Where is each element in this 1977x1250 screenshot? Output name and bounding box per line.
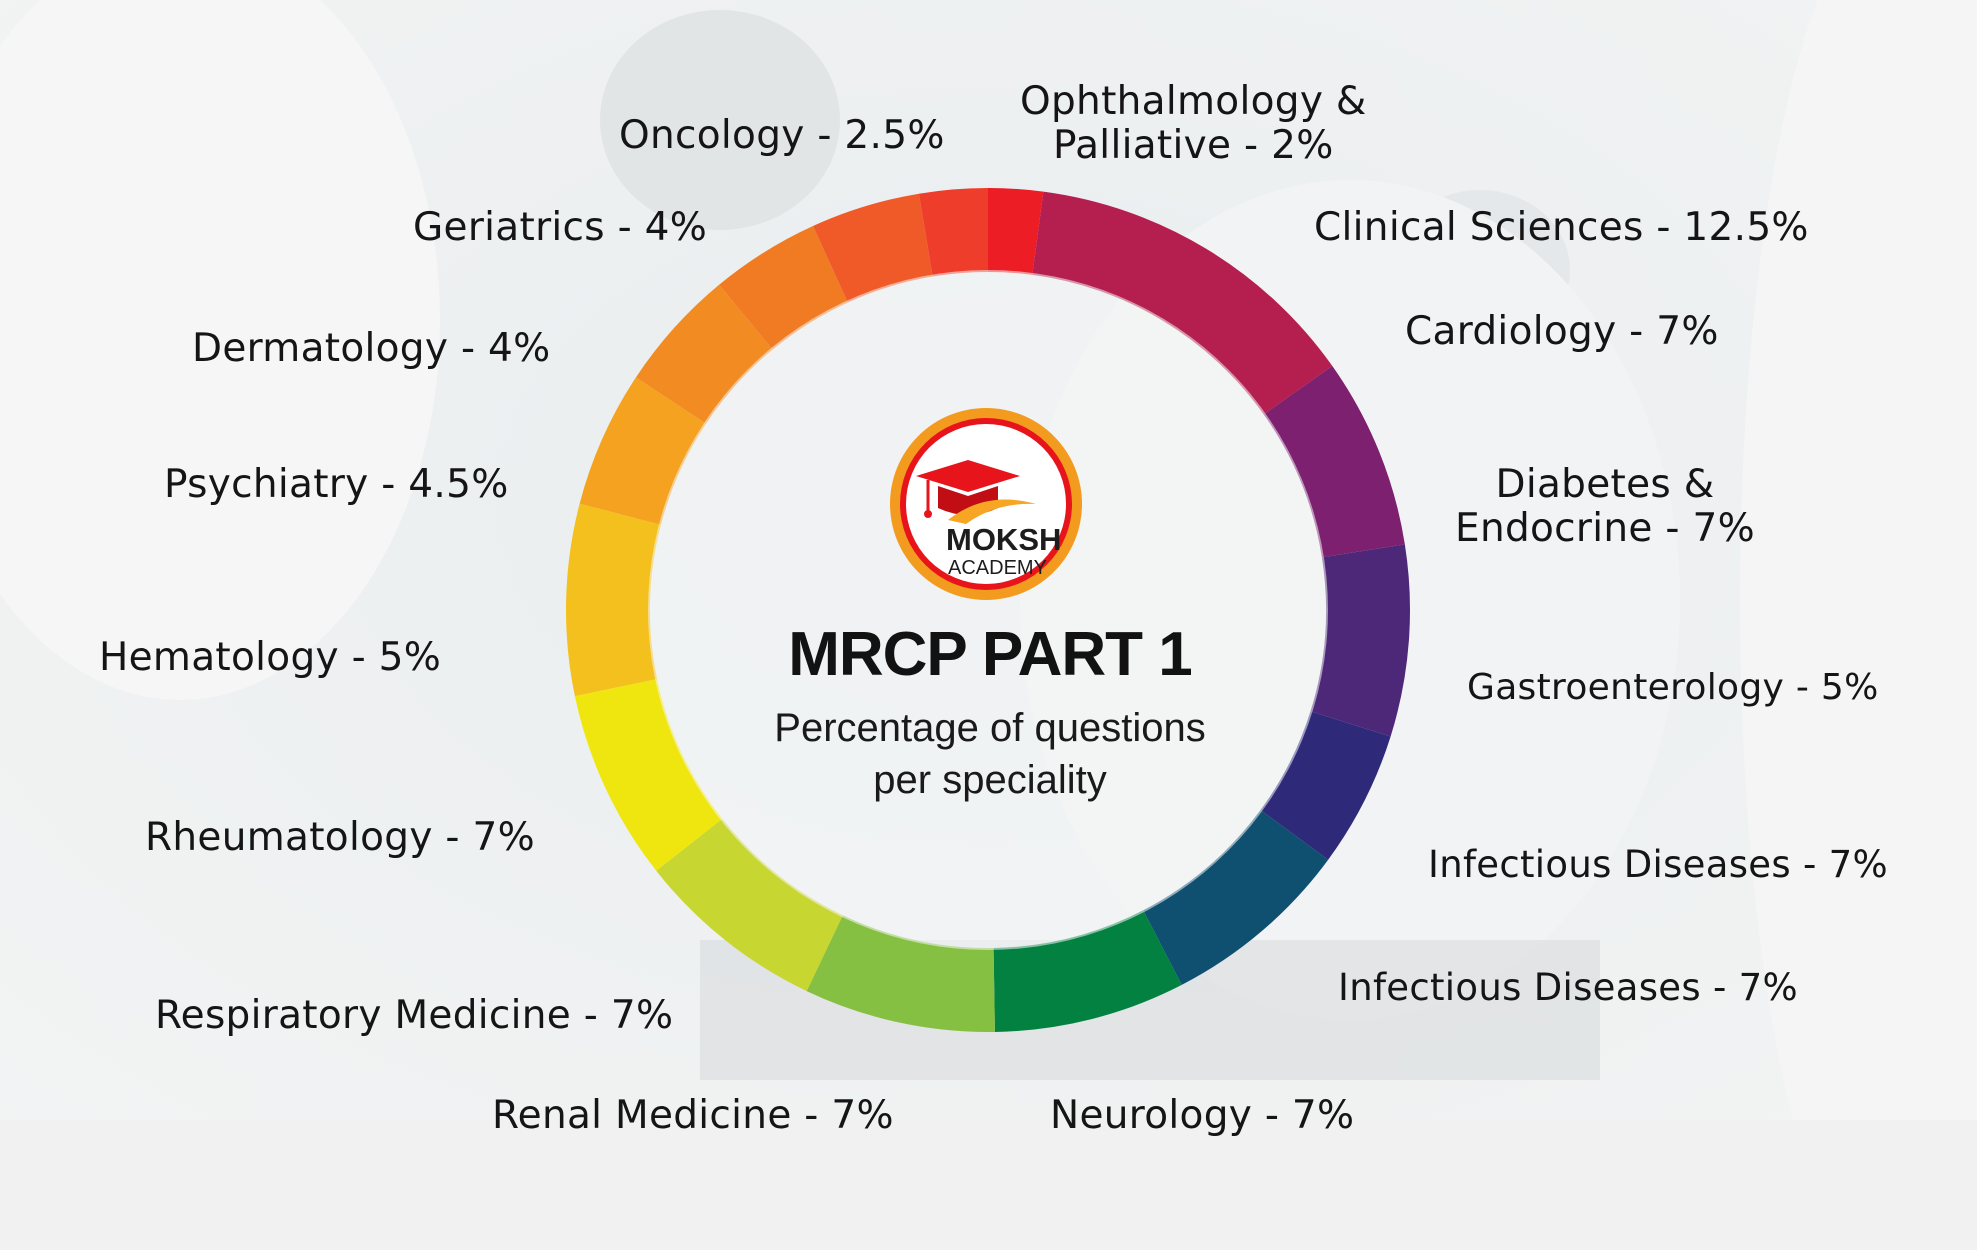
slice-label-respiratory-medicine: Respiratory Medicine - 7% [155,993,674,1038]
slice-label-cardiology: Cardiology - 7% [1405,309,1719,354]
donut-slice-1 [1032,191,1333,415]
donut-slice-14 [812,193,933,303]
donut-slice-11 [579,377,707,525]
subtitle-line-2: per speciality [873,758,1107,802]
chart-subtitle: Percentage of questions per speciality [690,702,1290,806]
svg-text:MOKSH: MOKSH [946,522,1061,557]
slice-label-infectious-diseases-2: Infectious Diseases - 7% [1338,966,1798,1009]
slice-label-dermatology: Dermatology - 4% [192,326,551,371]
donut-slice-6 [993,910,1182,1032]
donut-slice-5 [1143,810,1329,985]
donut-slice-15 [918,188,988,277]
slice-label-hematology: Hematology - 5% [99,635,442,680]
donut-slice-10 [566,503,661,697]
slice-label-geriatrics: Geriatrics - 4% [413,205,708,250]
slice-label-renal-medicine: Renal Medicine - 7% [492,1093,894,1138]
donut-slice-2 [1263,365,1405,558]
donut-slice-3 [1310,544,1411,737]
subtitle-line-1: Percentage of questions [774,706,1206,750]
donut-slice-8 [656,818,843,992]
donut-slice-0 [988,188,1044,275]
slice-label-psychiatry: Psychiatry - 4.5% [164,462,509,507]
svg-text:ACADEMY: ACADEMY [948,557,1047,579]
moksh-academy-logo: MOKSH ACADEMY [890,408,1082,600]
donut-slice-7 [806,915,995,1032]
donut-slices [566,188,1411,1032]
slice-label-neurology: Neurology - 7% [1050,1093,1355,1138]
slice-label-gastroenterology: Gastroenterology - 5% [1467,667,1879,708]
slice-label-ophthalmology: Ophthalmology & Palliative - 2% [1020,79,1367,168]
slice-label-oncology: Oncology - 2.5% [619,113,945,158]
donut-slice-12 [635,284,773,424]
chart-title: MRCP PART 1 [788,620,1193,689]
donut-hole [648,270,1328,950]
slice-label-diabetes-endocrine: Diabetes & Endocrine - 7% [1455,462,1755,551]
donut-slice-9 [574,679,723,871]
donut-slice-4 [1260,711,1391,860]
slice-label-infectious-diseases-1: Infectious Diseases - 7% [1428,843,1888,886]
slice-label-rheumatology: Rheumatology - 7% [145,815,535,860]
slice-label-clinical-sciences: Clinical Sciences - 12.5% [1314,205,1809,250]
